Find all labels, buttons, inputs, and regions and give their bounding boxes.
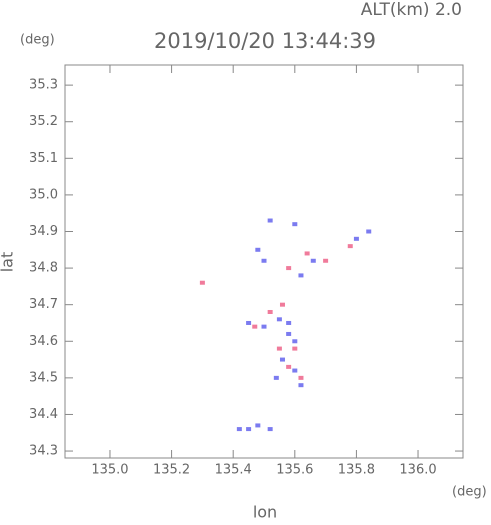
x-axis-label: lon	[253, 503, 277, 522]
y-axis-label: lat	[0, 252, 17, 273]
echo-point	[323, 258, 329, 263]
echo-point	[298, 375, 304, 380]
echo-point	[304, 251, 310, 256]
echo-point	[286, 320, 292, 325]
echo-point	[246, 427, 252, 432]
echo-point	[255, 247, 261, 252]
echo-point	[267, 427, 273, 432]
echo-point	[279, 302, 285, 307]
echo-point	[261, 324, 267, 329]
echo-point	[298, 383, 304, 388]
y-tick-label: 34.9	[29, 224, 58, 239]
y-tick-label: 35.1	[29, 151, 58, 166]
echo-point	[292, 346, 298, 351]
echo-point	[276, 317, 282, 322]
altitude-label: ALT(km) 2.0	[361, 0, 462, 20]
echo-point	[267, 218, 273, 223]
echo-point	[347, 244, 353, 249]
y-tick-label: 34.6	[29, 334, 58, 349]
x-tick-label: 135.6	[276, 463, 313, 478]
echo-point	[286, 364, 292, 369]
echo-point	[353, 236, 359, 241]
echo-point	[366, 229, 372, 234]
echo-point	[292, 368, 298, 373]
echo-point	[298, 273, 304, 278]
x-tick-label: 135.8	[338, 463, 375, 478]
echo-point	[261, 258, 267, 263]
echo-point	[199, 280, 205, 285]
y-tick-label: 34.4	[29, 407, 58, 422]
y-tick-label: 35.2	[29, 114, 58, 129]
y-tick-label: 35.3	[29, 78, 58, 93]
chart-title: 2019/10/20 13:44:39	[154, 29, 376, 53]
echo-point	[267, 309, 273, 314]
echo-point	[252, 324, 258, 329]
echo-point	[286, 331, 292, 336]
x-tick-label: 135.4	[215, 463, 252, 478]
x-tick-label: 135.0	[91, 463, 128, 478]
x-tick-label: 135.2	[153, 463, 190, 478]
plot-frame	[64, 64, 464, 459]
echo-point	[236, 427, 242, 432]
y-tick-label: 34.5	[29, 370, 58, 385]
echo-point	[246, 320, 252, 325]
echo-point	[255, 423, 261, 428]
echo-point	[273, 375, 279, 380]
y-unit: (deg)	[20, 33, 55, 48]
echo-point	[279, 357, 285, 362]
x-unit: (deg)	[452, 485, 487, 500]
echo-point	[276, 346, 282, 351]
echo-point	[286, 266, 292, 271]
x-tick-label: 136.0	[399, 463, 436, 478]
y-tick-label: 35.0	[29, 187, 58, 202]
echo-point	[310, 258, 316, 263]
y-tick-label: 34.7	[29, 297, 58, 312]
y-tick-label: 34.8	[29, 261, 58, 276]
echo-point	[292, 222, 298, 227]
y-tick-label: 34.3	[29, 444, 58, 459]
echo-point	[292, 339, 298, 344]
